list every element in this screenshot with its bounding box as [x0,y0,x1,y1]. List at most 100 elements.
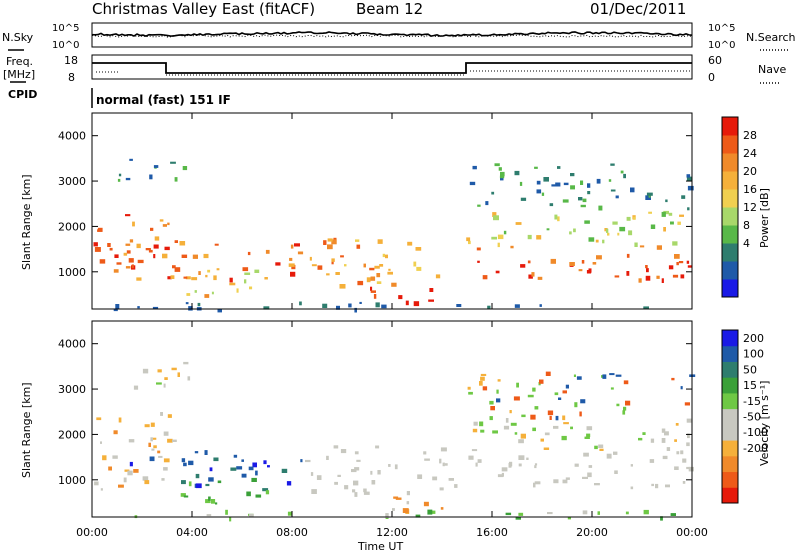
scatter-cell [429,288,434,292]
scatter-cell [607,232,610,236]
scatter-cell [359,301,362,304]
colorbar-tick-label: 15 [743,379,757,392]
scatter-cell [645,275,651,281]
colorbar-segment [722,377,738,394]
power-x-ticks [91,113,693,309]
scatter-cell [650,438,655,443]
scatter-cell [157,450,161,454]
scatter-cell [310,472,314,476]
scatter-cell [203,253,209,259]
scatter-cell [207,269,211,273]
scatter-cell [477,260,480,263]
scatter-cell [417,474,423,479]
scatter-cell [493,215,499,221]
scatter-cell [500,171,505,177]
scatter-cell [163,458,170,463]
colorbar-segment [722,487,738,504]
scatter-cell [337,474,341,477]
scatter-cell [477,459,482,463]
scatter-cell [263,460,267,465]
scatter-cell [570,185,575,190]
x-tick-label: 04:00 [176,526,208,539]
scatter-cell [115,304,120,309]
scatter-cell [167,414,172,418]
scatter-cell [248,513,254,517]
scatter-cell [547,512,553,515]
scatter-cell [663,210,669,215]
scatter-cell [480,373,487,376]
x-tick-label: 12:00 [376,526,408,539]
scatter-cell [515,516,521,520]
scatter-cell [213,275,217,281]
freq-tick-high: 18 [64,54,78,67]
scatter-cell [211,499,216,504]
scatter-cell [388,268,391,271]
scatter-cell [326,273,330,276]
scatter-cell [665,199,668,203]
scatter-cell [354,492,358,497]
scatter-cell [125,214,131,217]
scatter-cell [373,294,377,299]
scatter-cell [97,227,103,232]
scatter-cell [638,278,642,283]
scatter-cell [344,485,349,490]
scatter-cell [163,383,166,388]
freq-label: Freq. [6,55,33,68]
scatter-cell [469,181,476,186]
scatter-cell [454,484,458,488]
nsky-tick-low: 10^0 [52,40,79,51]
scatter-cell [148,249,153,253]
scatter-cell [125,243,131,246]
scatter-cell [351,469,357,473]
scatter-cell [160,412,163,416]
scatter-cell [578,269,583,272]
scatter-cell [616,403,620,407]
scatter-cell [580,399,586,404]
scatter-cell [145,248,151,251]
scatter-cell [398,295,403,300]
scatter-cell [370,470,373,475]
scatter-cell [153,254,156,259]
scatter-cell [537,276,543,280]
colorbar-segment [722,330,738,347]
scatter-cell [288,263,295,267]
scatter-cell [499,175,505,179]
scatter-cell [466,237,471,242]
scatter-cell [671,377,675,381]
scatter-cell [205,274,208,278]
scatter-cell [388,464,391,467]
scatter-cell [265,249,270,254]
scatter-cell [123,477,127,483]
scatter-cell [606,453,612,459]
scatter-cell [248,466,254,471]
scatter-cell [393,496,399,499]
scatter-cell [156,382,162,385]
scatter-cell [204,450,208,455]
scatter-cell [602,239,605,244]
y-tick-label: 3000 [58,383,86,396]
scatter-cell [666,447,671,451]
scatter-cell [340,255,344,258]
scatter-cell [468,455,474,460]
scatter-cell [596,255,602,260]
scatter-cell [242,267,249,272]
scatter-cell [428,299,434,302]
scatter-cell [534,465,537,469]
scatter-cell [183,495,189,498]
scatter-cell [159,219,164,222]
power-panel: 4000 3000 2000 1000 Slant Range [km] 28 24 20… [20,112,771,313]
scatter-cell [395,497,402,500]
scatter-cell [580,180,584,185]
scatter-cell [518,439,524,444]
y-tick-label: 4000 [58,338,86,351]
scatter-cell [370,290,376,293]
scatter-cell [423,451,427,455]
scatter-cell [183,276,188,279]
scatter-cell [435,274,441,279]
nave-label: Nave [758,63,786,76]
scatter-cell [440,507,444,510]
scatter-cell [356,244,361,249]
scatter-cell [580,204,586,208]
scatter-cell [505,418,509,423]
